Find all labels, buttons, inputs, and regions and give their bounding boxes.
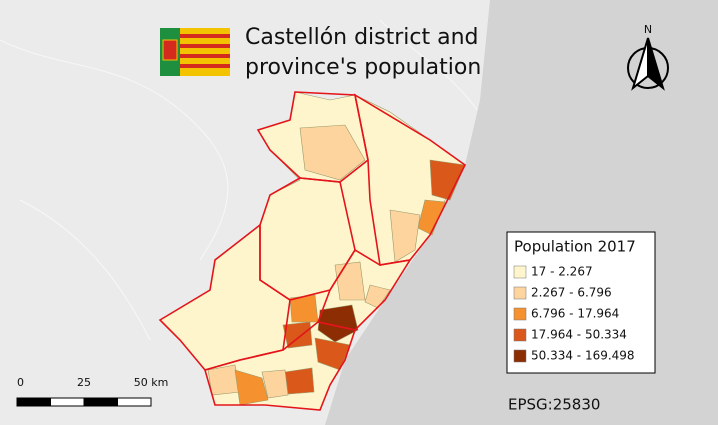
legend-label: 50.334 - 169.498: [531, 349, 635, 363]
title-line: Castellón district and: [245, 25, 479, 50]
legend: Population 2017 17 - 2.267 2.267 - 6.796 6…: [506, 231, 656, 374]
scale-segment: [83, 397, 118, 407]
legend-title: Population 2017: [514, 238, 636, 256]
scale-segment: [50, 397, 85, 407]
municipalities: [207, 124, 466, 406]
legend-swatch: [513, 328, 527, 342]
legend-label: 2.267 - 6.796: [531, 286, 612, 300]
legend-swatch: [513, 307, 527, 321]
legend-label: 6.796 - 17.964: [531, 307, 619, 321]
legend-label: 17 - 2.267: [531, 265, 593, 279]
north-label: N: [644, 23, 652, 36]
scale-label: 50 km: [134, 376, 169, 389]
scale-label: 0: [17, 376, 24, 389]
legend-swatch: [513, 349, 527, 363]
legend-label: 17.964 - 50.334: [531, 328, 627, 342]
scale-segment: [16, 397, 51, 407]
district-borders: [158, 91, 467, 411]
scale-segment: [117, 397, 152, 407]
legend-swatch: [513, 286, 527, 300]
legend-swatch: [513, 265, 527, 279]
title-line: province's population: [245, 55, 481, 80]
scale-label: 25: [77, 376, 91, 389]
flag: [160, 28, 230, 76]
crs-label: EPSG:25830: [508, 396, 600, 414]
north-arrow: [627, 37, 669, 91]
scale-bar: 0 25 50 km: [16, 376, 169, 407]
